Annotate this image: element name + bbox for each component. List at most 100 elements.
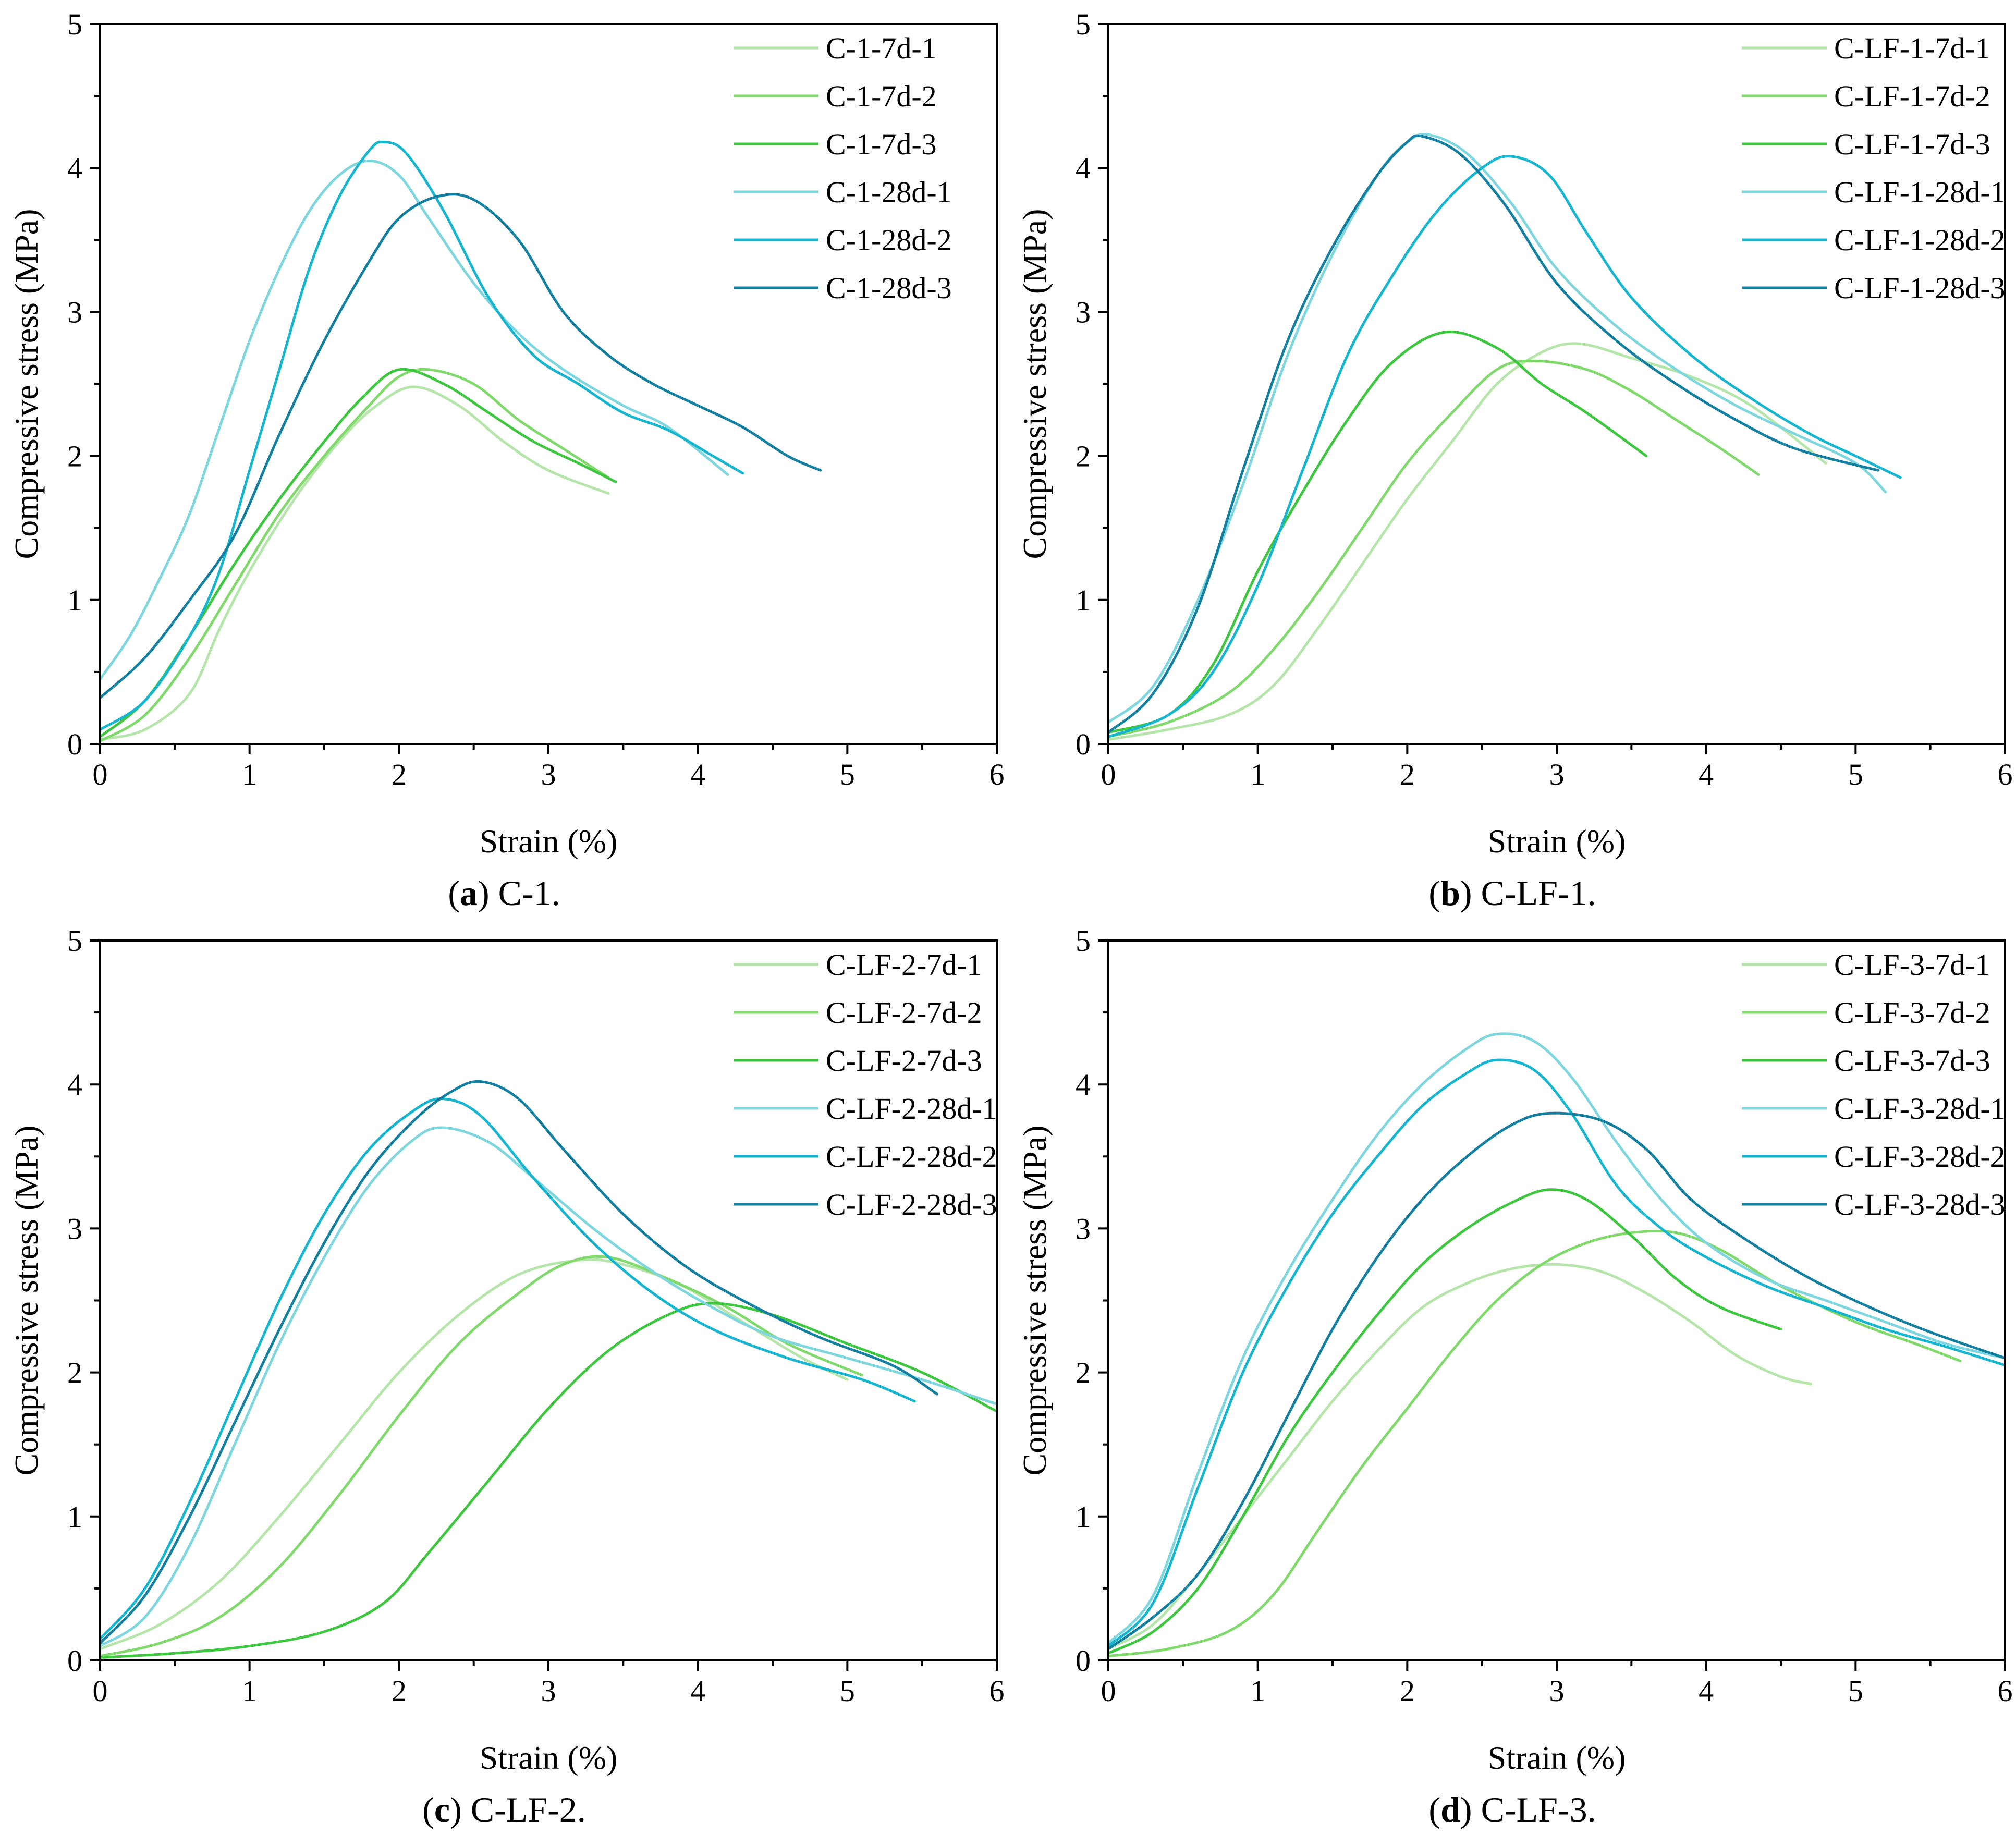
caption-letter-b: b <box>1440 873 1460 913</box>
chart-panel-d: 0 1 2 3 4 5 6 0 1 2 3 4 5 Strain (%) Compressive stres… <box>1008 917 2016 1833</box>
chart-svg-c: 0 1 2 3 4 5 6 0 1 2 3 4 5 Strain (%) Compressive stres… <box>8 924 1005 1776</box>
series-line-d-2 <box>1108 1229 1962 1658</box>
legend-label-a-5: C-1-28d-2 <box>826 223 952 257</box>
y-tick-label-c-1: 1 <box>67 1500 82 1534</box>
legend-label-d-6: C-LF-3-28d-3 <box>1834 1188 2006 1221</box>
y-tick-label-b-4: 4 <box>1076 151 1091 185</box>
series-line-a-1 <box>100 385 610 741</box>
y-tick-label-d-3: 3 <box>1076 1212 1091 1245</box>
series-line-d-1 <box>1108 1263 1812 1651</box>
series-line-a-2 <box>100 368 610 742</box>
caption-text-a: C-1. <box>489 873 560 913</box>
legend-label-d-5: C-LF-3-28d-2 <box>1834 1140 2006 1174</box>
x-tick-label-a-1: 1 <box>242 757 257 791</box>
legend-label-c-2: C-LF-2-7d-2 <box>826 996 982 1030</box>
caption-text-c: C-LF-2. <box>461 1790 586 1829</box>
legend-label-a-4: C-1-28d-1 <box>826 175 952 209</box>
x-tick-label-b-3: 3 <box>1549 757 1565 791</box>
x-tick-label-b-0: 0 <box>1101 757 1116 791</box>
panel-caption-b: (b) C-LF-1. <box>1428 873 1596 913</box>
series-line-a-4 <box>100 159 729 681</box>
y-tick-label-d-1: 1 <box>1076 1500 1091 1534</box>
series-line-b-6 <box>1108 134 1879 734</box>
legend-label-b-3: C-LF-1-7d-3 <box>1834 127 1990 161</box>
x-tick-label-b-4: 4 <box>1699 757 1714 791</box>
panel-caption-c: (c) C-LF-2. <box>422 1790 586 1829</box>
x-tick-label-d-3: 3 <box>1549 1674 1565 1708</box>
legend-label-c-1: C-LF-2-7d-1 <box>826 948 982 982</box>
caption-letter-d: d <box>1440 1790 1460 1829</box>
x-tick-label-d-4: 4 <box>1699 1674 1714 1708</box>
x-tick-label-d-0: 0 <box>1101 1674 1116 1708</box>
x-tick-label-d-6: 6 <box>1998 1674 2013 1708</box>
series-line-b-1 <box>1108 342 1827 741</box>
y-axis-label-a: Compressive stress (MPa) <box>8 209 45 559</box>
y-tick-label-b-2: 2 <box>1076 439 1091 473</box>
y-axis-label-d: Compressive stress (MPa) <box>1016 1126 1053 1476</box>
legend-label-c-6: C-LF-2-28d-3 <box>826 1188 997 1221</box>
y-tick-label-a-5: 5 <box>67 7 82 41</box>
series-line-b-4 <box>1108 132 1887 724</box>
y-tick-label-d-0: 0 <box>1076 1644 1091 1678</box>
x-tick-label-c-2: 2 <box>392 1674 407 1708</box>
series-line-c-6 <box>100 1080 938 1645</box>
x-tick-label-b-2: 2 <box>1400 757 1415 791</box>
legend-label-a-6: C-1-28d-3 <box>826 271 952 305</box>
legend-label-d-1: C-LF-3-7d-1 <box>1834 948 1990 982</box>
series-line-a-6 <box>100 193 822 700</box>
y-tick-label-b-1: 1 <box>1076 583 1091 617</box>
x-tick-label-c-1: 1 <box>242 1674 257 1708</box>
chart-panel-a: 0 1 2 3 4 5 6 0 1 2 3 4 5 Strain (%) Compressive stres… <box>0 0 1008 917</box>
x-tick-label-c-4: 4 <box>690 1674 705 1708</box>
caption-text-b: C-LF-1. <box>1472 873 1596 913</box>
series-line-d-6 <box>1108 1111 2005 1651</box>
series-line-b-5 <box>1108 155 1902 738</box>
x-axis-label-b: Strain (%) <box>1488 823 1626 860</box>
series-line-d-5 <box>1108 1058 2005 1647</box>
legend-label-b-2: C-LF-1-7d-2 <box>1834 79 1990 113</box>
legend-label-c-4: C-LF-2-28d-1 <box>826 1092 997 1126</box>
legend-label-c-5: C-LF-2-28d-2 <box>826 1140 997 1174</box>
y-tick-label-b-5: 5 <box>1076 7 1091 41</box>
series-line-a-5 <box>100 140 744 731</box>
x-tick-label-b-6: 6 <box>1998 757 2013 791</box>
series-line-c-2 <box>100 1255 864 1658</box>
y-tick-label-a-4: 4 <box>67 151 82 185</box>
chart-svg-b: 0 1 2 3 4 5 6 0 1 2 3 4 5 Strain (%) Compressive stres… <box>1016 7 2013 860</box>
legend-label-d-2: C-LF-3-7d-2 <box>1834 996 1990 1030</box>
y-tick-label-a-2: 2 <box>67 439 82 473</box>
chart-svg-a: 0 1 2 3 4 5 6 0 1 2 3 4 5 Strain (%) Compressive stres… <box>8 7 1005 860</box>
y-axis-label-c: Compressive stress (MPa) <box>8 1126 45 1476</box>
legend-label-b-5: C-LF-1-28d-2 <box>1834 223 2006 257</box>
series-line-c-5 <box>100 1097 916 1641</box>
chart-svg-d: 0 1 2 3 4 5 6 0 1 2 3 4 5 Strain (%) Compressive stres… <box>1016 924 2013 1776</box>
x-tick-label-c-0: 0 <box>93 1674 108 1708</box>
x-tick-label-b-5: 5 <box>1848 757 1863 791</box>
y-tick-label-c-5: 5 <box>67 924 82 958</box>
series-line-d-3 <box>1108 1188 1782 1655</box>
panel-caption-a: (a) C-1. <box>448 873 560 913</box>
y-tick-label-a-1: 1 <box>67 583 82 617</box>
y-tick-label-a-0: 0 <box>67 727 82 761</box>
y-tick-label-d-5: 5 <box>1076 924 1091 958</box>
chart-panel-c: 0 1 2 3 4 5 6 0 1 2 3 4 5 Strain (%) Compressive stres… <box>0 917 1008 1833</box>
legend-label-a-2: C-1-7d-2 <box>826 79 937 113</box>
x-tick-label-b-1: 1 <box>1250 757 1265 791</box>
legend-label-d-3: C-LF-3-7d-3 <box>1834 1044 1990 1078</box>
series-line-a-3 <box>100 368 617 738</box>
series-line-b-3 <box>1108 330 1648 734</box>
series-line-c-4 <box>100 1126 997 1647</box>
y-tick-label-b-0: 0 <box>1076 727 1091 761</box>
x-tick-label-a-2: 2 <box>392 757 407 791</box>
legend-label-d-4: C-LF-3-28d-1 <box>1834 1092 2006 1126</box>
series-line-c-1 <box>100 1258 849 1651</box>
x-tick-label-a-3: 3 <box>541 757 556 791</box>
x-tick-label-c-5: 5 <box>840 1674 855 1708</box>
legend-label-b-4: C-LF-1-28d-1 <box>1834 175 2006 209</box>
x-tick-label-d-5: 5 <box>1848 1674 1863 1708</box>
y-tick-label-d-2: 2 <box>1076 1356 1091 1390</box>
x-tick-label-a-4: 4 <box>690 757 705 791</box>
legend-label-b-1: C-LF-1-7d-1 <box>1834 31 1990 65</box>
x-tick-label-a-0: 0 <box>93 757 108 791</box>
